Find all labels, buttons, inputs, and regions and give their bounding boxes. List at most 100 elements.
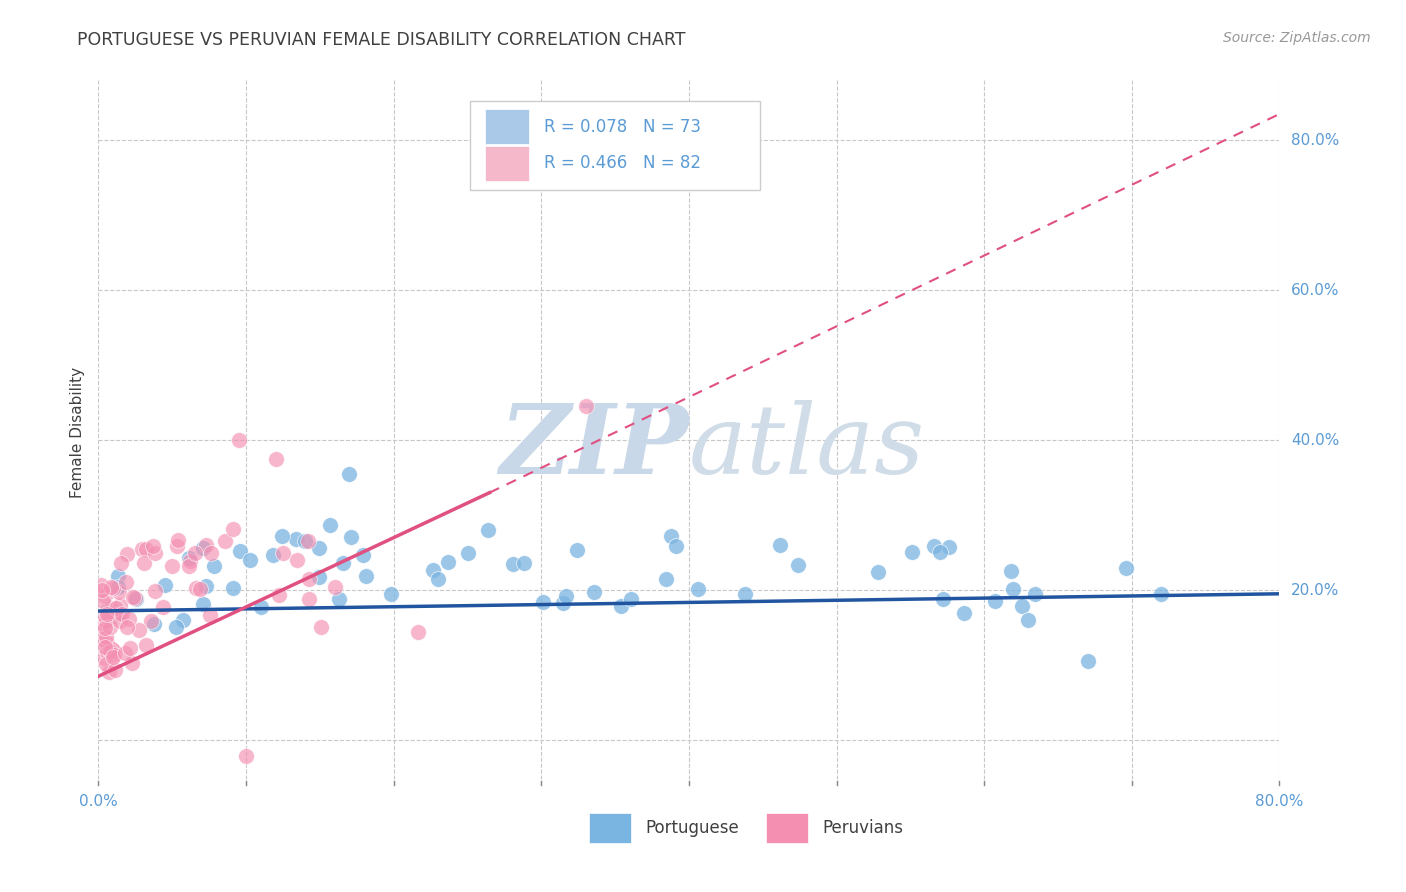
Point (406, 625, 429, 640)
Point (298, 592, 321, 607)
Point (734, 587, 756, 601)
Point (554, 589, 576, 603)
Point (122, 590, 145, 604)
Point (90, 632, 112, 647)
Point (352, 548, 374, 562)
Point (239, 552, 262, 566)
Point (609, 599, 631, 614)
Point (167, 533, 190, 548)
Point (94, 621, 117, 635)
Point (269, 588, 291, 602)
Point (166, 539, 188, 553)
Point (249, 599, 271, 614)
Point (294, 533, 316, 548)
Point (229, 544, 252, 558)
Point (659, 529, 682, 543)
Point (380, 587, 402, 601)
Point (100, 601, 122, 615)
Text: ZIP: ZIP (499, 400, 689, 493)
Point (107, 580, 129, 594)
Point (90, 583, 112, 598)
Point (1017, 613, 1039, 627)
Point (193, 541, 215, 555)
Point (93, 651, 115, 665)
Point (769, 538, 792, 552)
Text: Source: ZipAtlas.com: Source: ZipAtlas.com (1223, 31, 1371, 45)
Text: 60.0%: 60.0% (1291, 283, 1340, 298)
Text: R = 0.078   N = 73: R = 0.078 N = 73 (544, 118, 700, 136)
Point (98, 643, 121, 657)
Point (128, 623, 150, 637)
Point (285, 533, 308, 547)
Point (900, 545, 922, 559)
Point (118, 612, 141, 626)
Point (120, 641, 142, 656)
Point (422, 563, 444, 577)
Point (1001, 582, 1024, 597)
Point (214, 534, 236, 549)
Point (332, 556, 354, 570)
Point (354, 569, 377, 583)
Point (114, 646, 136, 660)
Point (866, 565, 889, 579)
Point (575, 400, 598, 414)
Point (108, 599, 131, 613)
Point (202, 558, 225, 573)
Point (932, 591, 955, 606)
Point (323, 580, 346, 594)
Point (155, 578, 177, 592)
Point (96, 645, 118, 659)
Point (235, 749, 257, 764)
Point (194, 538, 217, 552)
Point (98, 607, 121, 621)
Point (222, 522, 245, 536)
Point (101, 581, 124, 595)
Point (96, 636, 118, 650)
Point (686, 582, 709, 596)
Point (228, 433, 250, 447)
Point (97, 665, 120, 679)
Point (437, 555, 460, 569)
Point (308, 570, 330, 584)
Point (184, 546, 207, 560)
Point (262, 548, 284, 562)
Text: Peruvians: Peruvians (823, 819, 904, 837)
Point (108, 607, 131, 621)
Point (297, 533, 319, 548)
Point (426, 572, 449, 586)
Point (787, 558, 810, 572)
Point (531, 595, 554, 609)
Point (104, 663, 127, 677)
Point (655, 572, 678, 586)
Point (91, 594, 114, 608)
Point (117, 547, 139, 561)
FancyBboxPatch shape (471, 102, 759, 189)
Text: 0.0%: 0.0% (79, 794, 118, 809)
Point (188, 582, 211, 596)
Text: 40.0%: 40.0% (1291, 433, 1340, 448)
Point (115, 620, 138, 634)
Point (94, 657, 117, 671)
Point (1011, 599, 1033, 614)
Point (271, 546, 294, 560)
Point (924, 539, 946, 553)
Point (143, 616, 166, 631)
Point (111, 607, 134, 621)
Point (101, 649, 124, 664)
Point (94, 640, 117, 655)
Point (553, 596, 575, 610)
Point (125, 592, 148, 607)
Text: atlas: atlas (689, 400, 925, 493)
Point (1000, 564, 1022, 578)
Point (135, 542, 157, 557)
Point (100, 610, 122, 624)
Point (134, 556, 156, 570)
Point (94, 589, 117, 603)
Point (135, 638, 157, 652)
Point (194, 579, 217, 593)
Point (142, 539, 165, 553)
Point (513, 556, 536, 570)
Point (100, 580, 122, 594)
Point (143, 546, 166, 560)
Text: R = 0.466   N = 82: R = 0.466 N = 82 (544, 154, 700, 172)
